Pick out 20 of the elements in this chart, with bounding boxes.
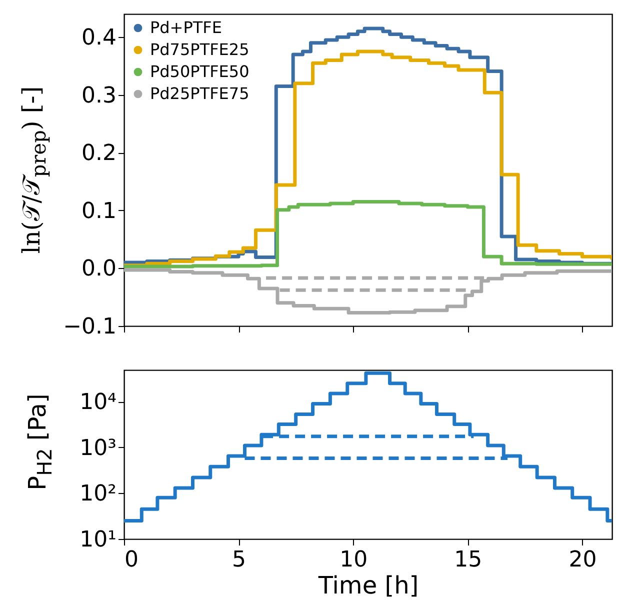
y-tick-label: −0.1	[63, 314, 116, 340]
y-tick-label: 10³	[80, 436, 116, 461]
y-tick-label: 10¹	[80, 528, 116, 552]
y-tick-label: 0.2	[82, 141, 116, 166]
legend-label: Pd50PTFE50	[150, 62, 250, 81]
y-tick-label: 10⁴	[80, 390, 117, 416]
y-tick-label: 0.1	[82, 198, 116, 224]
legend-label: Pd+PTFE	[150, 18, 222, 37]
y-tick-label: 10²	[80, 482, 116, 507]
y-tick-label: 0.0	[82, 256, 116, 282]
legend-label: Pd25PTFE75	[150, 84, 250, 103]
x-tick-label: 0	[124, 548, 138, 572]
x-tick-label: 10	[340, 548, 368, 572]
x-tick-label: 15	[454, 548, 482, 572]
y-tick-label: 0.3	[82, 83, 116, 108]
x-axis-title: Time [h]	[317, 572, 419, 600]
x-tick-label: 20	[568, 548, 597, 572]
legend-label: Pd75PTFE25	[150, 40, 250, 59]
x-tick-label: 5	[232, 548, 246, 572]
y-tick-label: 0.4	[82, 26, 116, 51]
